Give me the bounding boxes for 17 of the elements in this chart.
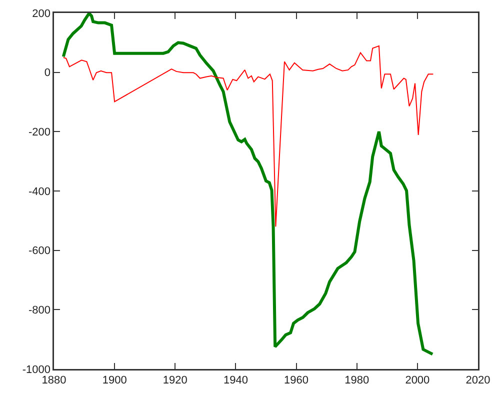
y-tick-label: -600 <box>28 245 50 258</box>
x-tick-label: 2000 <box>405 374 430 386</box>
x-tick-label: 1900 <box>102 374 127 386</box>
x-tick-label: 2020 <box>466 374 490 386</box>
y-tick-label: -1000 <box>22 364 50 376</box>
x-tick-label: 1960 <box>284 374 309 386</box>
line-series <box>62 45 434 228</box>
y-tick-label: 0 <box>44 67 50 80</box>
x-tick-label: 1880 <box>42 374 66 386</box>
y-tick-label: -200 <box>28 126 50 139</box>
x-tick-label: 1940 <box>223 374 248 386</box>
y-tick-label: -800 <box>28 304 50 317</box>
y-tick-label: -400 <box>28 186 50 198</box>
y-tick-label: 200 <box>32 8 50 20</box>
line-series <box>62 13 434 356</box>
x-tick-label: 1920 <box>162 374 188 386</box>
x-tick-label: 1980 <box>344 374 370 386</box>
